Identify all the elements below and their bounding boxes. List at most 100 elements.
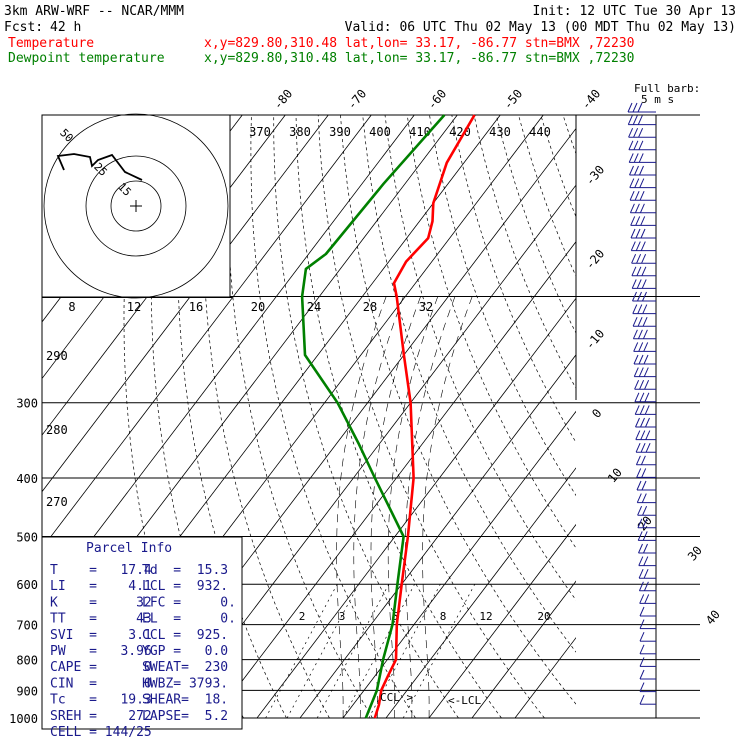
dewpoint-location: x,y=829.80,310.48 lat,lon= 33.17, -86.77…	[204, 51, 634, 66]
wind-barb	[639, 606, 656, 617]
theta-label: 370	[249, 125, 271, 139]
wind-barb	[635, 430, 656, 441]
dry-adiabat	[585, 115, 740, 718]
parcel-stat-left: CELL = 144/25	[50, 725, 152, 740]
wind-barb	[630, 241, 656, 252]
wind-barb	[631, 279, 656, 289]
pressure-tick-label: 800	[16, 654, 38, 668]
mixing-ratio-label: 12	[479, 610, 492, 623]
valid-time: Valid: 06 UTC Thu 02 May 13 (00 MDT Thu …	[345, 20, 736, 35]
mixing-ratio-label: 8	[440, 610, 447, 623]
temperature-location: x,y=829.80,310.48 lat,lon= 33.17, -86.77…	[204, 36, 634, 51]
wind-barb	[629, 190, 656, 201]
wind-barb	[638, 556, 656, 567]
wind-barb	[632, 291, 656, 302]
wind-barb	[634, 392, 656, 403]
pressure-tick-label: 700	[16, 619, 38, 633]
dry-adiabat	[608, 115, 740, 718]
mixing-ratio-line	[402, 584, 476, 718]
mixing-ratio-label: 2	[299, 610, 306, 623]
pressure-tick-label: 500	[16, 530, 38, 544]
pressure-tick-label: 300	[16, 397, 38, 411]
hodograph-kts-tick: 20	[251, 300, 265, 314]
dry-adiabat	[317, 115, 545, 718]
dry-adiabat	[340, 115, 576, 705]
parcel-stat-left: PW = 3.96	[50, 644, 152, 659]
isotherm-line	[42, 115, 372, 549]
wind-barb	[634, 405, 656, 415]
mixing-ratio-line	[265, 584, 338, 718]
isotherm-label: -50	[501, 87, 526, 113]
isotherm-label: -20	[583, 247, 608, 273]
hodograph-kts-tick: 24	[307, 300, 321, 314]
wind-barb	[639, 657, 656, 667]
hodograph-mask	[0, 70, 41, 310]
isotherm-label: -30	[583, 163, 608, 189]
moist-adiabat	[336, 296, 387, 718]
isotherm-label: 40	[703, 607, 723, 627]
isotherm-label: 10	[605, 465, 625, 485]
wind-barb	[635, 442, 656, 453]
wind-barb	[631, 266, 656, 277]
dry-adiabat	[495, 115, 576, 334]
parcel-stat-right: EL = 0.	[142, 612, 236, 627]
wind-barb	[630, 216, 656, 226]
barb-legend-title: Full barb:	[634, 82, 700, 95]
parcel-stat-left: LI = 4.1	[50, 579, 152, 594]
wind-barb	[633, 342, 656, 352]
pressure-tick-label: 600	[16, 578, 38, 592]
mixing-ratio-line	[286, 584, 359, 718]
isotherm-label: -80	[271, 87, 296, 113]
isotherm-label: 30	[685, 543, 705, 563]
wind-barb	[627, 102, 656, 113]
isotherm-line	[42, 115, 415, 606]
isotherm-line	[213, 241, 576, 718]
wind-barb	[631, 253, 656, 264]
parcel-info-title: Parcel Info	[86, 541, 172, 556]
theta-label: 410	[409, 125, 431, 139]
parcel-stat-right: LCL = 932.	[142, 579, 228, 594]
parcel-stat-right: LFC = 0.	[142, 595, 236, 610]
wind-barb	[637, 531, 656, 541]
dewpoint-profile	[300, 114, 446, 719]
theta-label: 380	[289, 125, 311, 139]
wind-barb	[632, 329, 656, 340]
lcl-annotation: <-LCL	[448, 694, 481, 707]
mixing-ratio-line	[342, 584, 415, 718]
isotherm-label: -60	[425, 87, 450, 113]
wind-barb	[628, 153, 656, 163]
wind-barb	[637, 518, 656, 529]
isotherm-line	[170, 184, 576, 718]
dry-adiabat	[697, 115, 740, 718]
parcel-stat-left: SREH = 272	[50, 709, 152, 724]
wind-barb	[630, 228, 656, 239]
parcel-info-panel: Parcel Info T = 17.4Td = 15.3LI = 4.1LCL…	[41, 536, 243, 740]
wind-barb	[639, 644, 656, 655]
wind-barb	[636, 480, 656, 491]
isotherm-line	[514, 637, 576, 718]
wind-barb	[638, 568, 656, 579]
dry-adiabat	[362, 115, 576, 653]
parcel-stat-left: CIN = 0	[50, 676, 152, 691]
dry-adiabat	[226, 115, 373, 718]
theta-label: 440	[529, 125, 551, 139]
parcel-stat-right: Td = 15.3	[142, 563, 228, 578]
isotherm-line	[342, 410, 576, 718]
wind-barb	[634, 379, 656, 390]
moist-adiabat	[405, 296, 456, 718]
isotherm-line	[385, 467, 576, 718]
pressure-tick-label: 900	[16, 684, 38, 698]
hodograph-ring	[85, 155, 187, 257]
parcel-stat-left: Tc = 19.3	[50, 693, 152, 708]
theta-left-label: 290	[46, 349, 68, 363]
hodograph-kts-tick: 28	[363, 300, 377, 314]
isotherm-line	[256, 297, 576, 718]
dry-adiabat	[384, 115, 576, 601]
parcel-info-box	[41, 536, 243, 730]
hodograph-kts-tick: 8	[68, 300, 75, 314]
dry-adiabat	[429, 115, 576, 497]
pressure-tick-label: 1000	[9, 712, 38, 726]
hodograph-ring	[110, 180, 162, 232]
dry-adiabat	[652, 115, 740, 718]
